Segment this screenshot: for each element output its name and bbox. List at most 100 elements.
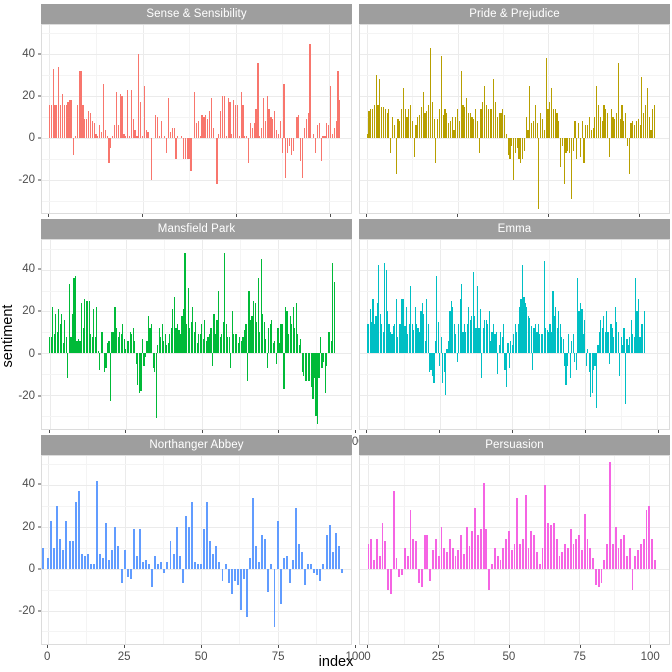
bar	[508, 353, 510, 368]
bar	[502, 547, 505, 569]
bar	[505, 133, 507, 138]
bar	[147, 315, 150, 354]
bar	[300, 338, 302, 354]
bar-series	[42, 25, 351, 213]
bar	[117, 125, 119, 138]
bar	[76, 104, 78, 138]
bar	[91, 121, 93, 138]
bar	[538, 564, 541, 569]
bar	[48, 104, 51, 138]
bar	[577, 277, 579, 354]
bar	[561, 551, 564, 569]
bar	[301, 353, 303, 373]
gridline-minor-vertical	[95, 25, 97, 214]
bar	[575, 353, 577, 371]
bar	[129, 568, 132, 580]
bar	[169, 541, 172, 569]
bar	[518, 307, 521, 354]
bar	[404, 547, 406, 569]
bar	[621, 344, 624, 354]
bar	[214, 334, 217, 354]
y-tick-mark	[38, 53, 41, 55]
bar	[309, 353, 311, 381]
bar	[95, 133, 97, 138]
bar	[569, 528, 572, 569]
bar	[283, 353, 285, 389]
bar	[262, 313, 264, 354]
bar	[53, 547, 56, 569]
bar	[420, 106, 423, 138]
bar	[554, 108, 556, 138]
bar	[326, 123, 328, 138]
bar	[166, 137, 168, 153]
bar	[242, 336, 244, 354]
plot-panel	[359, 239, 670, 430]
bar	[606, 543, 609, 569]
bar	[194, 91, 196, 138]
bar	[227, 98, 229, 138]
bar	[315, 353, 317, 417]
gridline-vertical	[328, 25, 330, 214]
gridline-vertical	[438, 455, 440, 644]
bar	[505, 353, 508, 387]
bar	[386, 112, 388, 138]
bar	[161, 324, 163, 354]
bar	[138, 54, 140, 138]
x-tick-mark	[548, 214, 550, 218]
bar	[210, 328, 212, 354]
gridline-minor-horizontal	[360, 75, 669, 77]
x-tick-label: 0	[43, 650, 51, 663]
bar	[316, 353, 319, 425]
gridline-minor-horizontal	[360, 505, 669, 507]
bar	[463, 324, 466, 354]
bar	[434, 340, 437, 354]
gridline-minor-vertical	[282, 25, 284, 214]
bar	[584, 319, 586, 354]
bar	[447, 340, 450, 354]
bar	[236, 334, 238, 354]
bar	[478, 137, 480, 153]
bar	[384, 541, 387, 569]
bar	[64, 319, 66, 354]
bar	[631, 568, 634, 590]
bar	[592, 353, 595, 371]
bar	[389, 332, 392, 354]
bar	[440, 56, 442, 138]
bar	[285, 137, 287, 178]
bar	[297, 334, 299, 354]
bar	[287, 137, 289, 153]
bar	[255, 108, 257, 138]
bar	[301, 137, 304, 178]
bar	[131, 334, 133, 354]
bar	[402, 87, 404, 138]
y-tick-label: 0	[28, 347, 35, 360]
bar	[257, 62, 259, 138]
bar	[552, 108, 554, 138]
bar	[269, 324, 271, 354]
bar	[437, 556, 440, 569]
bar	[166, 344, 168, 354]
bar	[450, 301, 452, 354]
bar	[611, 543, 614, 569]
bar	[563, 353, 566, 366]
y-tick-mark	[38, 568, 41, 570]
bar	[545, 328, 547, 354]
gridline-vertical	[367, 25, 369, 214]
bar	[62, 549, 65, 569]
bar	[93, 123, 95, 138]
bar	[377, 104, 379, 138]
bar	[491, 564, 493, 569]
bar	[438, 108, 441, 138]
bar	[266, 353, 268, 368]
bar	[379, 79, 381, 138]
bar	[69, 100, 71, 138]
gridline-minor-horizontal	[360, 290, 669, 292]
bar	[630, 319, 632, 354]
bar	[175, 137, 177, 159]
bar	[210, 98, 212, 138]
bar	[204, 319, 206, 354]
bar	[157, 344, 159, 354]
gridline-minor-horizontal	[42, 631, 351, 633]
bar	[77, 491, 80, 569]
bar	[143, 85, 145, 138]
